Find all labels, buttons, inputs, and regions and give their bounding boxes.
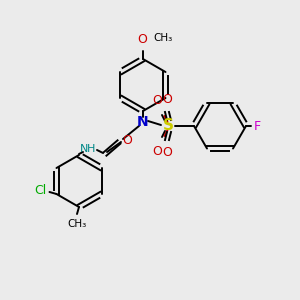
Text: S: S: [163, 118, 173, 134]
Text: O: O: [122, 134, 132, 146]
Text: N: N: [80, 144, 88, 154]
Text: O: O: [152, 145, 162, 158]
Text: N: N: [137, 115, 149, 129]
Text: O: O: [162, 146, 172, 159]
Text: CH₃: CH₃: [153, 33, 172, 43]
Text: F: F: [254, 119, 261, 133]
Text: H: H: [87, 144, 95, 154]
Text: O: O: [162, 93, 172, 106]
Text: O: O: [152, 94, 162, 107]
Text: CH₃: CH₃: [68, 219, 87, 229]
Text: Cl: Cl: [34, 184, 46, 197]
Text: O: O: [137, 33, 147, 46]
